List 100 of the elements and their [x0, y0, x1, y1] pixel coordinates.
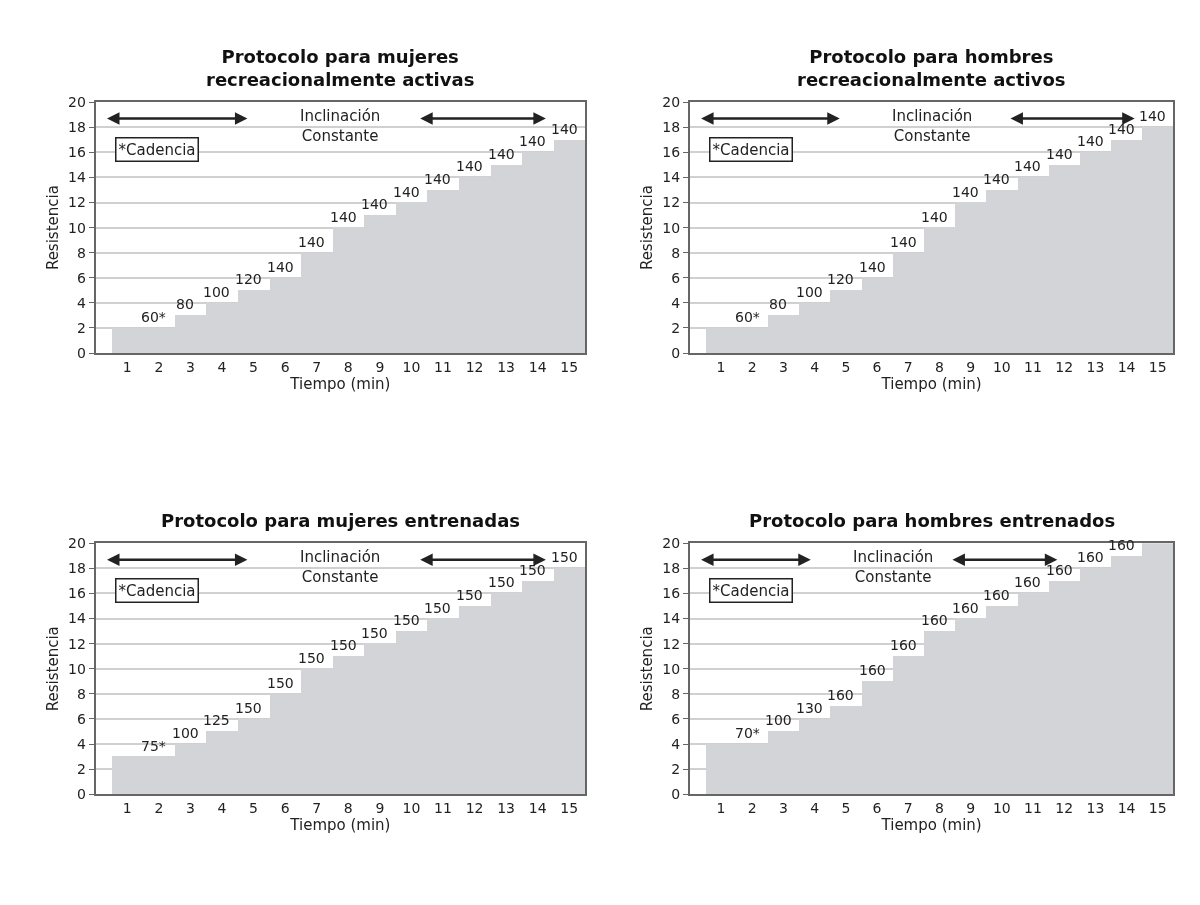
- x-tick-label: 11: [434, 358, 452, 375]
- y-tick-label: 0: [671, 344, 681, 361]
- x-tick-label: 11: [1024, 799, 1042, 816]
- annotation: 100: [765, 712, 792, 728]
- x-tick-label: 3: [778, 799, 788, 816]
- y-tick-label: 18: [68, 119, 86, 136]
- x-tick-label: 4: [810, 358, 820, 375]
- annotation: 150: [267, 675, 294, 691]
- y-tick-label: 14: [662, 610, 681, 627]
- x-tick-label: 5: [841, 799, 851, 816]
- x-tick-label: 10: [992, 358, 1011, 375]
- annotation: 150: [519, 562, 546, 578]
- y-tick-label: 12: [68, 194, 86, 211]
- annotation: 70*: [735, 725, 760, 741]
- annotation: 130: [796, 700, 823, 716]
- x-tick-label: 4: [217, 358, 227, 375]
- x-tick-label: 2: [154, 799, 164, 816]
- x-tick-label: 3: [185, 799, 195, 816]
- x-tick-label: 1: [716, 358, 726, 375]
- annotation: 80: [176, 296, 194, 312]
- x-tick-label: 5: [249, 799, 259, 816]
- x-tick-label: 6: [280, 358, 290, 375]
- x-tick-label: 8: [343, 799, 353, 816]
- x-tick-label: 2: [747, 358, 757, 375]
- x-tick-label: 10: [992, 799, 1011, 816]
- y-axis-title: Resistencia: [43, 626, 62, 712]
- x-tick-label: 1: [716, 799, 726, 816]
- y-tick-label: 6: [77, 710, 86, 727]
- annotation: 150: [298, 650, 325, 666]
- x-tick-label: 9: [375, 358, 385, 375]
- y-tick-label: 10: [662, 660, 681, 677]
- x-axis-title: Tiempo (min): [289, 374, 391, 393]
- annotation: 140: [456, 158, 483, 174]
- annotation: 60*: [141, 309, 166, 325]
- annotation: 150: [330, 637, 357, 653]
- x-tick-label: 8: [934, 799, 944, 816]
- annotation: 140: [890, 234, 917, 250]
- annotation: 140: [983, 171, 1010, 187]
- y-tick-label: 2: [77, 319, 86, 336]
- x-tick-label: 13: [1086, 358, 1105, 375]
- annotation: 140: [1077, 133, 1104, 149]
- y-tick-label: 0: [77, 786, 86, 803]
- x-tick-label: 8: [934, 358, 944, 375]
- x-tick-label: 2: [747, 799, 757, 816]
- annotation: 160: [1077, 549, 1104, 565]
- annotation: 140: [393, 184, 420, 200]
- annotation: 150: [424, 600, 451, 616]
- y-tick-label: 4: [671, 735, 681, 752]
- annotation: Inclinación Constante: [853, 548, 934, 586]
- x-tick-label: 14: [1117, 799, 1136, 816]
- annotation: 140: [1139, 108, 1166, 124]
- annotation: 140: [424, 171, 451, 187]
- annotation: *Cadencia: [118, 140, 196, 159]
- annotation: 140: [488, 146, 515, 162]
- y-tick-label: 12: [68, 635, 86, 652]
- x-tick-label: 7: [903, 358, 913, 375]
- x-tick-label: 15: [1148, 799, 1167, 816]
- x-tick-label: 4: [810, 799, 820, 816]
- x-tick-label: 15: [1148, 358, 1167, 375]
- annotation: 160: [1014, 574, 1041, 590]
- x-tick-label: 6: [872, 799, 882, 816]
- y-tick-label: 0: [77, 344, 86, 361]
- y-tick-label: 20: [68, 535, 86, 552]
- y-tick-label: 18: [662, 560, 681, 577]
- annotation: 80: [769, 296, 787, 312]
- x-tick-label: 11: [434, 799, 452, 816]
- x-tick-label: 13: [497, 799, 516, 816]
- annotation: 140: [952, 184, 979, 200]
- x-tick-label: 14: [528, 358, 547, 375]
- annotation: 140: [298, 234, 325, 250]
- x-tick-label: 9: [966, 799, 976, 816]
- annotation: 150: [361, 625, 388, 641]
- annotation: Inclinación Constante: [300, 107, 381, 145]
- annotation: 140: [519, 133, 546, 149]
- annotation: 60*: [735, 309, 760, 325]
- annotation: 140: [551, 121, 578, 137]
- y-tick-label: 0: [671, 786, 681, 803]
- y-tick-label: 18: [662, 119, 681, 136]
- y-tick-label: 8: [77, 244, 86, 261]
- y-tick-label: 16: [662, 144, 681, 161]
- y-tick-label: 4: [77, 294, 86, 311]
- x-tick-label: 12: [465, 799, 484, 816]
- y-tick-label: 14: [662, 169, 681, 186]
- y-tick-label: 4: [77, 735, 86, 752]
- annotation: 125: [203, 712, 230, 728]
- y-tick-label: 18: [68, 560, 86, 577]
- y-tick-label: 2: [671, 760, 681, 777]
- annotation: 75*: [141, 738, 166, 754]
- annotation: 160: [952, 600, 979, 616]
- y-tick-label: 2: [77, 760, 86, 777]
- y-tick-label: 10: [68, 219, 86, 236]
- chart-title: Protocolo para mujeres recreacionalmente activas: [206, 46, 475, 91]
- y-tick-label: 8: [671, 685, 681, 702]
- x-tick-label: 7: [312, 799, 322, 816]
- annotation: 160: [827, 687, 854, 703]
- chart-title: Protocolo para mujeres entrenadas: [161, 510, 520, 531]
- x-tick-label: 5: [841, 358, 851, 375]
- y-tick-label: 6: [671, 710, 681, 727]
- annotation: 100: [796, 284, 823, 300]
- y-tick-label: 12: [662, 194, 681, 211]
